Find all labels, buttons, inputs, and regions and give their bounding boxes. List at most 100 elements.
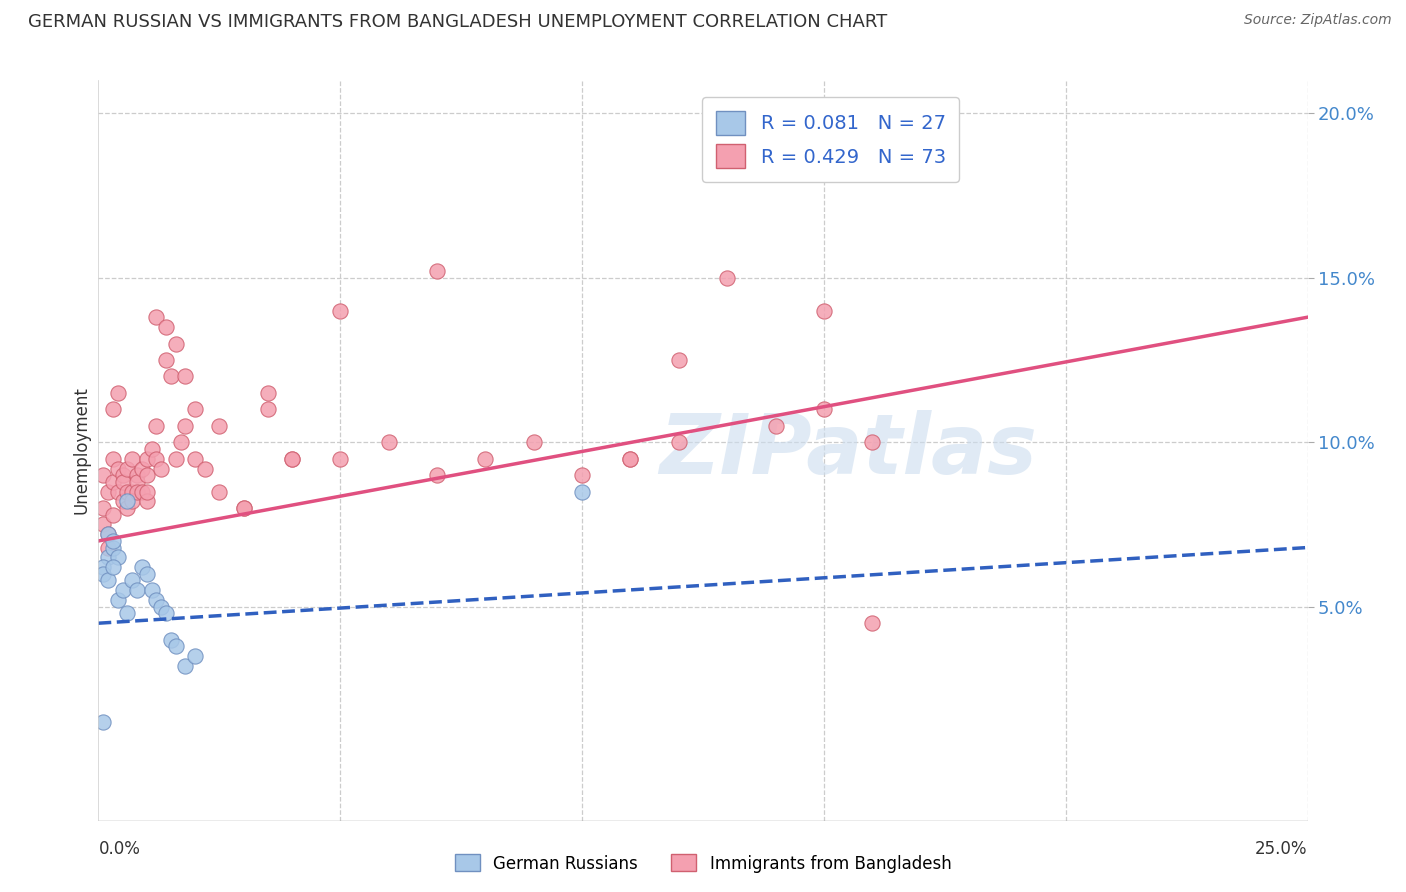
Point [256,385,278,400]
Text: ZIPatlas: ZIPatlas [659,410,1038,491]
Point [145,418,167,433]
Point [131,461,153,475]
Point [97,484,120,499]
Point [668,353,690,368]
Point [117,607,139,621]
Point [107,461,129,475]
Point [668,435,690,450]
Point [160,369,183,384]
Point [860,435,883,450]
Point [165,336,187,351]
Point [111,475,134,489]
Point [571,468,593,483]
Legend: R = 0.081   N = 27, R = 0.429   N = 73: R = 0.081 N = 27, R = 0.429 N = 73 [702,97,959,182]
Point [716,270,738,285]
Point [91,714,114,729]
Point [91,560,114,574]
Point [107,484,129,499]
Point [184,402,207,417]
Point [141,442,163,456]
Point [813,402,835,417]
Point [127,484,149,499]
Point [101,508,124,522]
Point [145,451,167,466]
Point [145,593,167,607]
Point [150,461,173,475]
Point [281,451,304,466]
Point [107,385,129,400]
Legend: German Russians, Immigrants from Bangladesh: German Russians, Immigrants from Banglad… [449,847,957,880]
Point [117,484,139,499]
Point [97,541,120,555]
Point [184,649,207,664]
Point [111,583,134,598]
Point [127,468,149,483]
Point [101,533,124,548]
Point [165,451,187,466]
Point [426,468,449,483]
Point [121,494,143,508]
Point [174,659,197,673]
Point [184,451,207,466]
Point [107,593,129,607]
Point [165,639,187,653]
Point [91,501,114,516]
Point [121,484,143,499]
Point [155,320,177,334]
Point [127,475,149,489]
Point [97,550,120,565]
Point [135,494,157,508]
Point [135,451,157,466]
Point [91,468,114,483]
Point [127,583,149,598]
Point [121,574,143,588]
Point [101,541,124,555]
Point [91,566,114,581]
Point [135,468,157,483]
Point [377,435,399,450]
Point [174,369,197,384]
Point [232,501,254,516]
Point [107,550,129,565]
Point [101,402,124,417]
Point [131,484,153,499]
Point [256,402,278,417]
Point [860,616,883,631]
Text: 25.0%: 25.0% [1256,840,1308,858]
Point [111,468,134,483]
Point [194,461,217,475]
Point [97,574,120,588]
Point [281,451,304,466]
Point [135,566,157,581]
Point [155,607,177,621]
Point [145,310,167,325]
Point [571,484,593,499]
Point [619,451,641,466]
Point [111,494,134,508]
Point [208,418,231,433]
Text: GERMAN RUSSIAN VS IMMIGRANTS FROM BANGLADESH UNEMPLOYMENT CORRELATION CHART: GERMAN RUSSIAN VS IMMIGRANTS FROM BANGLA… [28,13,887,31]
Point [135,484,157,499]
Point [160,632,183,647]
Point [101,451,124,466]
Text: Source: ZipAtlas.com: Source: ZipAtlas.com [1244,13,1392,28]
Point [97,527,120,541]
Point [141,583,163,598]
Point [169,435,191,450]
Point [174,418,197,433]
Text: 0.0%: 0.0% [98,840,141,858]
Point [117,501,139,516]
Point [426,264,449,278]
Point [150,599,173,614]
Point [208,484,231,499]
Point [523,435,546,450]
Point [619,451,641,466]
Point [232,501,254,516]
Y-axis label: Unemployment: Unemployment [72,386,90,515]
Point [101,560,124,574]
Point [117,494,139,508]
Point [765,418,787,433]
Point [813,303,835,318]
Point [474,451,496,466]
Point [121,451,143,466]
